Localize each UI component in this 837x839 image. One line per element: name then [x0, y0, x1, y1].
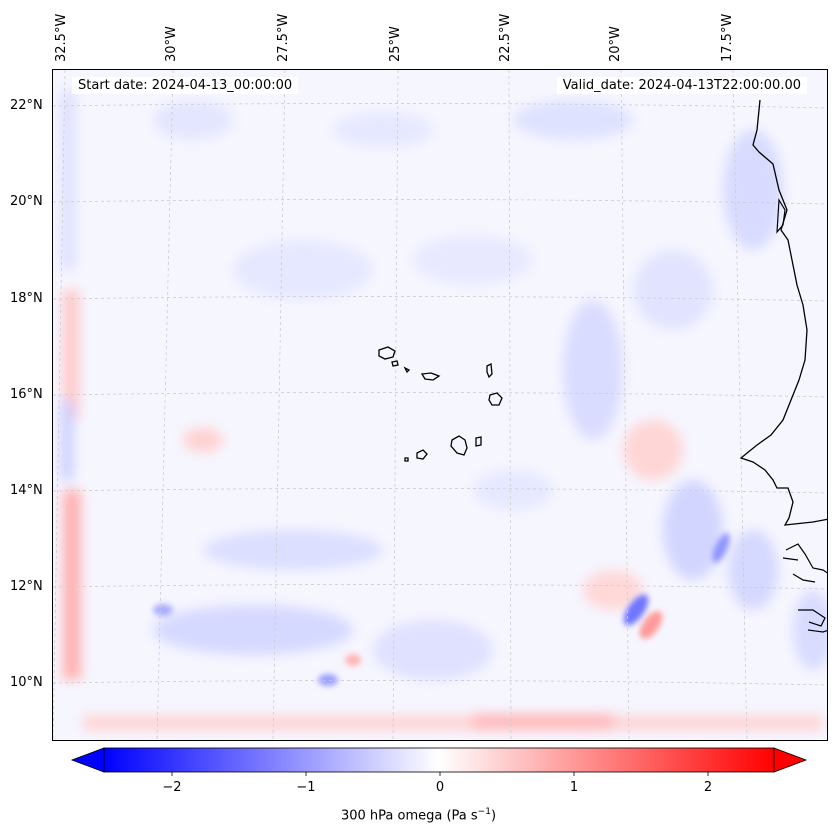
lat-label: 12°N [10, 579, 43, 594]
coastline-south [782, 543, 827, 633]
graticule [53, 70, 827, 740]
lon-label: 30°W [164, 26, 179, 62]
colorbar-label: 300 hPa omega (Pa s−1) [0, 807, 837, 823]
lat-label: 14°N [10, 483, 43, 498]
colorbar-tick: 2 [703, 780, 713, 795]
colorbar-tick-marks [171, 772, 709, 776]
colorbar [70, 747, 808, 776]
colorbar-tick: −2 [162, 780, 182, 795]
lon-label: 32.5°W [54, 13, 69, 62]
colorbar-min-extend [70, 747, 105, 773]
colorbar-label-text: 300 hPa omega (Pa s [340, 808, 478, 824]
lon-label: 22.5°W [498, 13, 513, 62]
colorbar-tick: 0 [435, 780, 445, 795]
lat-label: 18°N [10, 291, 43, 306]
lat-label: 16°N [10, 387, 43, 402]
colorbar-tick: −1 [296, 780, 316, 795]
omega-extremes [153, 533, 730, 686]
colorbar-label-exponent: −1 [477, 807, 491, 817]
coastline [739, 99, 827, 526]
map-field-svg [53, 70, 827, 740]
lat-label: 10°N [10, 675, 43, 690]
colorbar-gradient [103, 747, 775, 773]
lon-label: 20°W [608, 26, 623, 62]
lon-label: 17.5°W [720, 13, 735, 62]
lat-label: 20°N [10, 194, 43, 209]
colorbar-label-end: ) [490, 808, 497, 824]
lon-label: 27.5°W [276, 13, 291, 62]
lat-label: 22°N [10, 98, 43, 113]
omega-map [52, 69, 828, 741]
colorbar-max-extend [773, 747, 808, 773]
lon-label: 25°W [388, 26, 403, 62]
islands [378, 346, 503, 462]
valid-date-label: Valid_date: 2024-04-13T22:00:00.00 [556, 77, 807, 94]
coast-inlet [776, 198, 786, 234]
colorbar-tick: 1 [569, 780, 579, 795]
start-date-label: Start date: 2024-04-13_00:00:00 [72, 77, 299, 94]
omega-field [61, 90, 827, 730]
